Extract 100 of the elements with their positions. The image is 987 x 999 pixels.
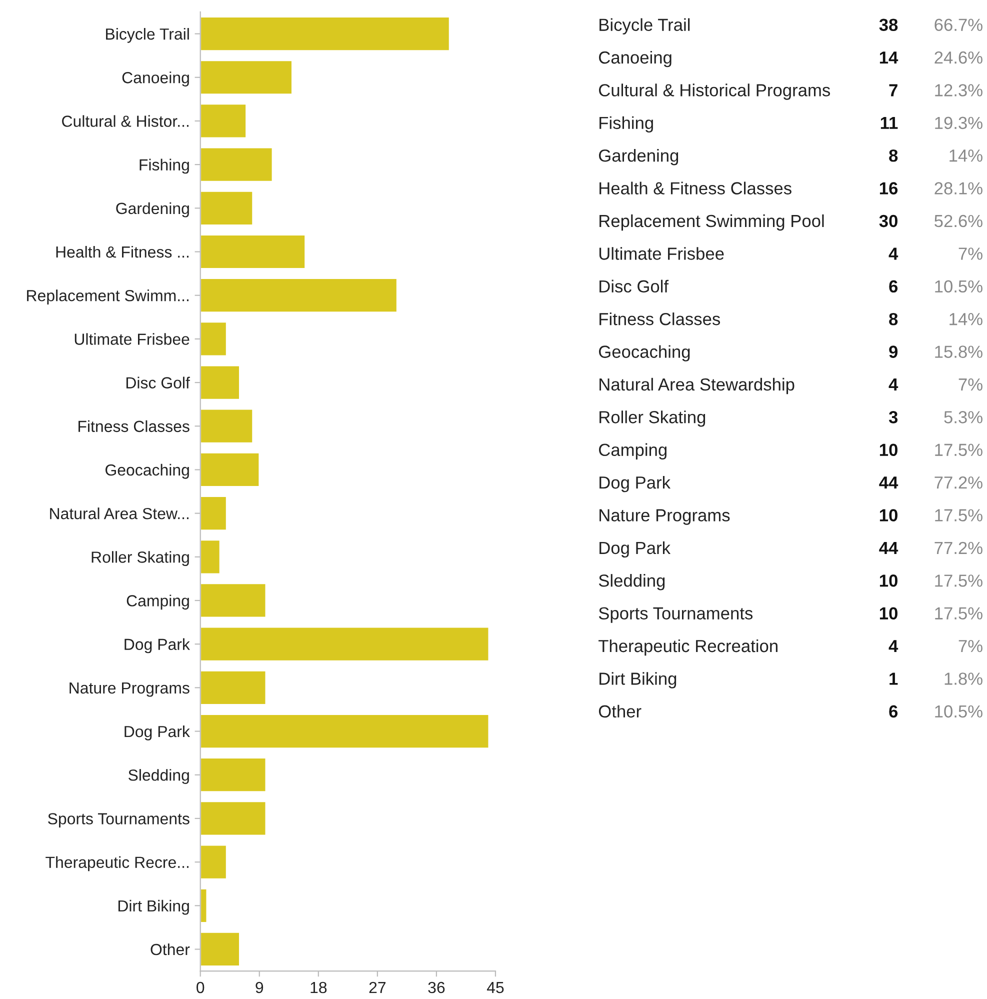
text: 16 bbox=[880, 182, 898, 194]
text: 7 bbox=[889, 84, 898, 96]
text: Canoeing bbox=[599, 50, 672, 68]
bar bbox=[200, 496, 228, 531]
text: 6 bbox=[889, 705, 898, 718]
y-tick-label: Geocaching bbox=[106, 464, 189, 479]
bar bbox=[200, 408, 254, 444]
text: Roller Skating bbox=[600, 410, 706, 427]
bar bbox=[200, 60, 293, 96]
text: 4 bbox=[888, 248, 898, 260]
bar bbox=[200, 932, 240, 967]
y-tick-label: Disc Golf bbox=[126, 376, 190, 388]
text: 10 bbox=[880, 574, 898, 587]
text: 17.5% bbox=[935, 509, 982, 522]
text: 8 bbox=[889, 312, 898, 326]
text: Cultural & Historical Programs bbox=[599, 84, 830, 100]
text: 44 bbox=[879, 476, 898, 489]
text: Gardening bbox=[598, 149, 678, 166]
y-tick-label: Dog Park bbox=[124, 725, 190, 740]
text: Dog Park bbox=[600, 541, 671, 558]
text: 15.8% bbox=[935, 346, 982, 358]
y-tick-label: Therapeutic Recre... bbox=[46, 856, 188, 872]
text: 7% bbox=[958, 378, 982, 391]
text: 3 bbox=[888, 411, 898, 424]
text: 10 bbox=[880, 607, 898, 620]
bar bbox=[200, 16, 450, 52]
bar bbox=[200, 452, 260, 488]
bar bbox=[200, 714, 490, 749]
text: 10 bbox=[880, 444, 898, 456]
x-tick-label: 36 bbox=[428, 982, 445, 994]
text: 10 bbox=[880, 509, 898, 522]
text: 19.3% bbox=[935, 116, 982, 130]
text: 10.5% bbox=[935, 705, 982, 718]
bar bbox=[200, 800, 267, 836]
text: 38 bbox=[879, 18, 898, 32]
text: Bicycle Trail bbox=[600, 18, 690, 34]
text: 30 bbox=[879, 214, 898, 228]
text: Other bbox=[598, 704, 642, 718]
bar bbox=[200, 888, 208, 924]
text: Natural Area Stewardship bbox=[600, 378, 794, 394]
bar bbox=[200, 844, 228, 880]
text: Sports Tournaments bbox=[598, 607, 753, 623]
text: 28.1% bbox=[934, 182, 982, 194]
bar bbox=[200, 146, 274, 182]
text: Dirt Biking bbox=[600, 672, 676, 688]
x-tick-label: 0 bbox=[196, 982, 204, 994]
text: 14% bbox=[950, 313, 982, 326]
text: 8 bbox=[889, 149, 898, 162]
text: Geocaching bbox=[598, 345, 690, 362]
text: Disc Golf bbox=[600, 280, 669, 293]
x-tick-label: 27 bbox=[369, 982, 386, 994]
y-tick-label: Sledding bbox=[128, 769, 189, 784]
y-tick-label: Health & Fitness ... bbox=[56, 246, 188, 258]
text: 9 bbox=[889, 346, 898, 358]
bar bbox=[200, 103, 247, 139]
y-tick-label: Bicycle Trail bbox=[106, 28, 189, 43]
y-tick-label: Roller Skating bbox=[92, 551, 189, 566]
bar bbox=[200, 190, 254, 226]
text: 7% bbox=[958, 248, 982, 260]
text: 6 bbox=[889, 280, 898, 293]
y-tick-label: Fishing bbox=[140, 158, 189, 174]
y-tick-label: Ultimate Frisbee bbox=[74, 333, 190, 345]
y-tick-label: Nature Programs bbox=[70, 682, 190, 697]
y-tick-label: Other bbox=[150, 943, 190, 956]
text: 4 bbox=[888, 640, 898, 652]
text: 77.2% bbox=[934, 542, 982, 554]
text: Sledding bbox=[598, 574, 665, 590]
text: Ultimate Frisbee bbox=[599, 247, 724, 260]
text: 7% bbox=[958, 640, 982, 652]
bar bbox=[200, 539, 221, 575]
text: Nature Programs bbox=[600, 509, 730, 525]
y-tick-label: Cultural & Histor... bbox=[62, 115, 188, 127]
text: Dog Park bbox=[600, 476, 671, 492]
text: Fitness Classes bbox=[600, 312, 720, 326]
text: 66.7% bbox=[934, 18, 982, 31]
text: 1 bbox=[890, 672, 898, 685]
text: Replacement Swimming Pool bbox=[600, 214, 824, 231]
bar bbox=[200, 670, 267, 706]
text: 10.5% bbox=[935, 280, 982, 293]
text: 77.2% bbox=[934, 476, 982, 489]
text: 12.3% bbox=[935, 84, 982, 96]
text: Camping bbox=[599, 443, 666, 460]
bar bbox=[200, 234, 306, 270]
bar bbox=[200, 278, 398, 314]
bar bbox=[200, 626, 490, 662]
text: 17.5% bbox=[935, 444, 982, 456]
text: 17.5% bbox=[935, 607, 982, 620]
text: Therapeutic Recreation bbox=[598, 639, 778, 656]
x-tick-label: 18 bbox=[310, 982, 327, 994]
text: 17.5% bbox=[935, 574, 982, 587]
y-tick-label: Replacement Swimm... bbox=[27, 290, 188, 304]
bar bbox=[200, 757, 267, 793]
text: Health & Fitness Classes bbox=[600, 182, 792, 194]
y-tick-label: Fitness Classes bbox=[78, 420, 190, 432]
text: 5.3% bbox=[944, 411, 982, 424]
y-tick-label: Dog Park bbox=[124, 638, 190, 654]
bar bbox=[200, 582, 267, 618]
text: 1.8% bbox=[944, 672, 982, 685]
x-tick-label: 9 bbox=[256, 982, 264, 994]
text: Fishing bbox=[600, 116, 653, 133]
